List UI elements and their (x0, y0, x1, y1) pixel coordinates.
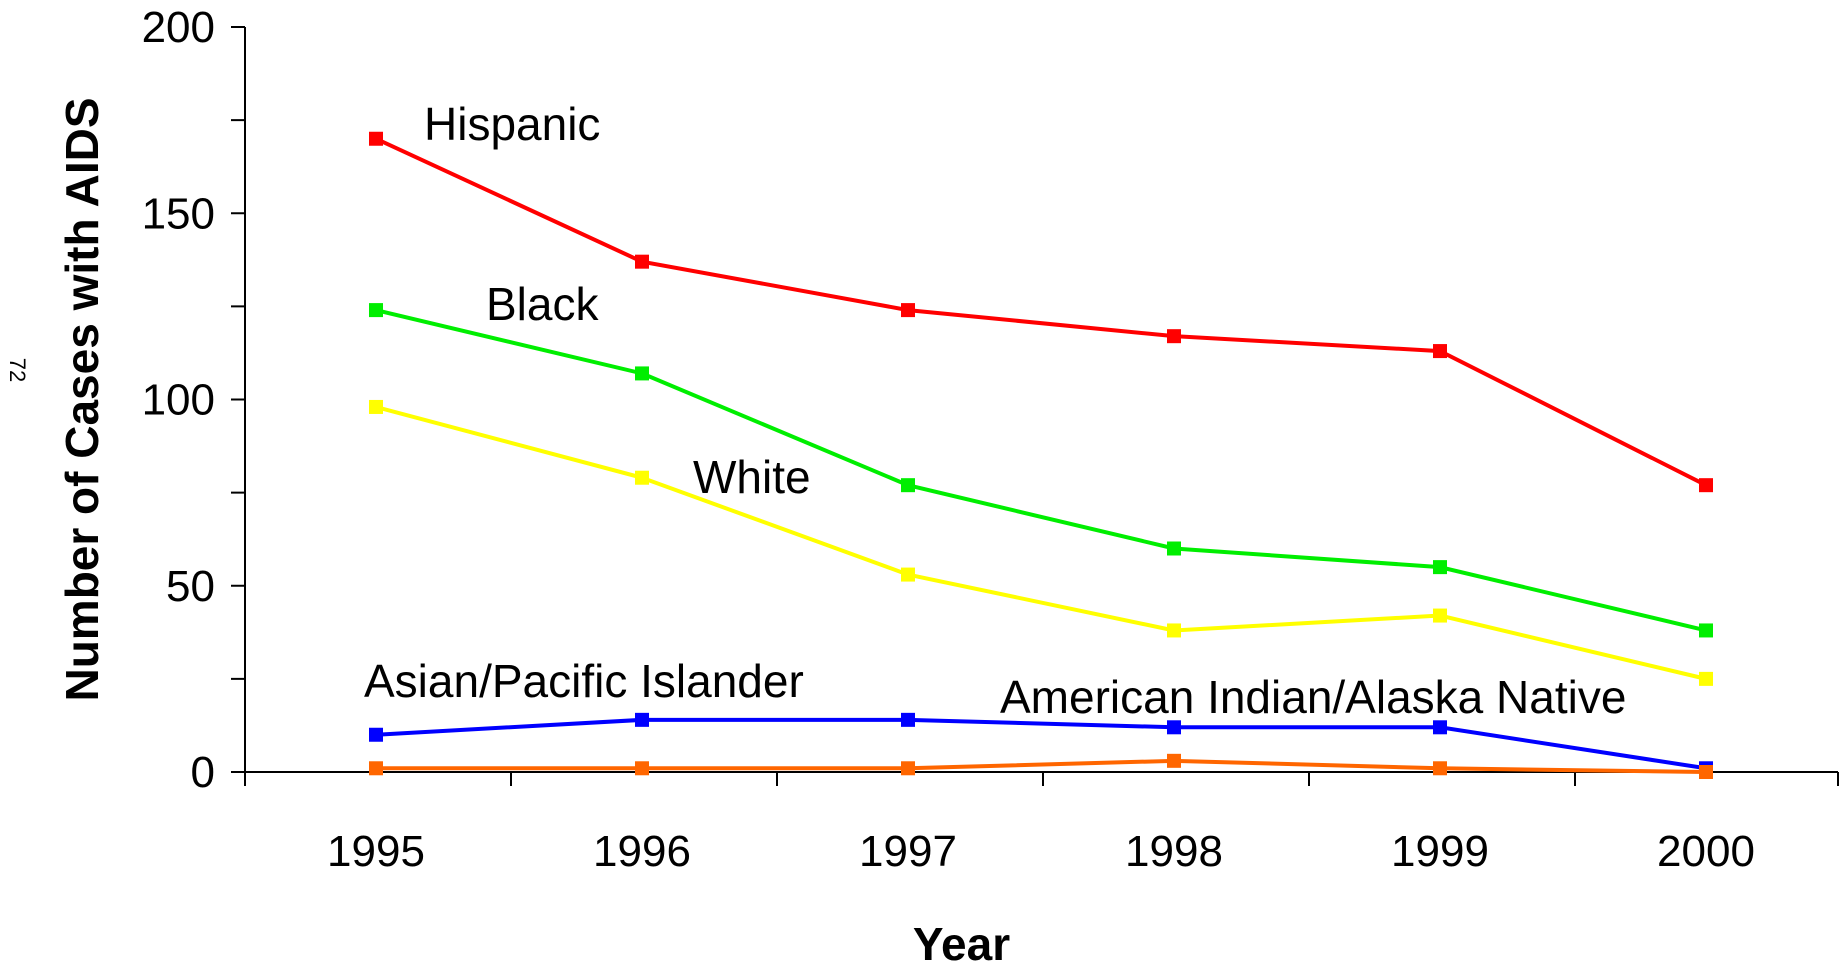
data-point (1167, 623, 1181, 638)
x-tick-label: 1999 (1391, 827, 1489, 876)
series-label: Hispanic (424, 98, 600, 150)
series-group (369, 131, 1713, 779)
x-axis-title: Year (913, 918, 1010, 968)
data-point (901, 761, 915, 776)
x-tick-label: 1998 (1125, 827, 1223, 876)
data-point (1433, 344, 1447, 359)
data-point (1433, 608, 1447, 623)
y-tick-label: 50 (166, 562, 215, 611)
series-1 (369, 303, 1713, 638)
series-0 (369, 131, 1713, 493)
series-line (376, 758, 1707, 774)
data-point (635, 712, 649, 727)
data-point (901, 567, 915, 582)
series-line (375, 136, 1707, 487)
series-line (375, 717, 1707, 771)
data-point (1699, 671, 1713, 686)
data-point (1167, 753, 1181, 768)
data-point (635, 254, 649, 269)
y-tick-label: 200 (142, 3, 215, 52)
series-line (375, 308, 1707, 633)
data-point (1167, 541, 1181, 556)
data-point (635, 761, 649, 776)
data-point (1433, 761, 1447, 776)
data-point (635, 470, 649, 485)
y-tick-label: 100 (142, 376, 215, 425)
data-point (1699, 478, 1713, 493)
data-point (369, 303, 383, 318)
data-point (369, 131, 383, 146)
x-tick-label: 1995 (327, 827, 425, 876)
series-label: American Indian/Alaska Native (1000, 671, 1626, 723)
y-tick-label: 0 (191, 748, 215, 797)
series-labels: Hispanic Black White Asian/Pacific Islander… (364, 98, 1626, 723)
series-2 (369, 399, 1713, 686)
x-ticks: 1995 1996 1997 1998 1999 2000 (244, 772, 1755, 876)
x-tick-label: 1997 (859, 827, 957, 876)
data-point (369, 727, 383, 742)
data-point (1433, 720, 1447, 735)
data-point (1433, 560, 1447, 575)
page-number: 72 (5, 358, 30, 382)
series-label: White (693, 451, 811, 503)
data-point (1699, 623, 1713, 638)
data-point (901, 303, 915, 318)
y-axis-title: Number of Cases with AIDS (56, 97, 108, 701)
data-point (1167, 329, 1181, 344)
series-line (375, 405, 1707, 681)
x-tick-label: 1996 (593, 827, 691, 876)
series-4 (369, 753, 1713, 779)
data-point (1699, 765, 1713, 779)
data-point (369, 399, 383, 414)
data-point (1167, 720, 1181, 735)
data-point (901, 478, 915, 493)
series-label: Black (486, 278, 599, 330)
y-ticks: 0 50 100 150 200 (142, 3, 245, 797)
x-tick-label: 2000 (1657, 827, 1755, 876)
data-point (635, 366, 649, 381)
y-tick-label: 150 (142, 189, 215, 238)
data-point (901, 712, 915, 727)
series-label: Asian/Pacific Islander (364, 655, 804, 707)
data-point (369, 761, 383, 776)
